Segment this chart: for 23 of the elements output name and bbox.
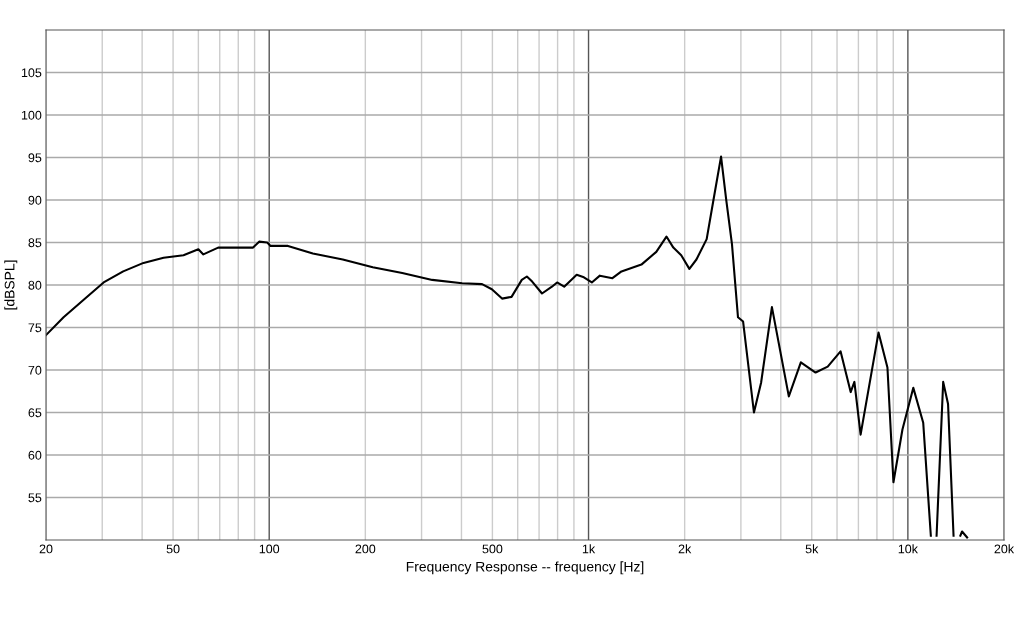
x-tick-label: 20: [39, 544, 53, 554]
y-tick-label: 85: [28, 238, 42, 248]
y-axis-title: [dBSPL]: [4, 260, 18, 310]
y-tick-label: 55: [28, 493, 42, 503]
y-tick-label: 75: [28, 323, 42, 333]
x-tick-label: 20k: [994, 544, 1015, 554]
y-tick-label: 70: [28, 365, 42, 375]
x-tick-label: 5k: [805, 544, 819, 554]
y-tick-label: 80: [28, 280, 42, 290]
x-tick-label: 10k: [898, 544, 918, 554]
y-tick-label: 95: [28, 153, 42, 163]
x-tick-label: 200: [355, 544, 376, 554]
x-tick-label: 500: [482, 544, 503, 554]
y-tick-label: 105: [21, 68, 42, 78]
y-tick-label: 100: [21, 110, 42, 120]
x-tick-label: 50: [166, 544, 180, 554]
y-tick-label: 90: [28, 195, 42, 205]
x-tick-label: 100: [259, 544, 280, 554]
x-tick-label: 2k: [678, 544, 692, 554]
x-tick-label: 1k: [582, 544, 596, 554]
x-axis-title: Frequency Response -- frequency [Hz]: [406, 561, 644, 575]
y-tick-label: 60: [28, 450, 42, 460]
y-tick-label: 65: [28, 408, 42, 418]
